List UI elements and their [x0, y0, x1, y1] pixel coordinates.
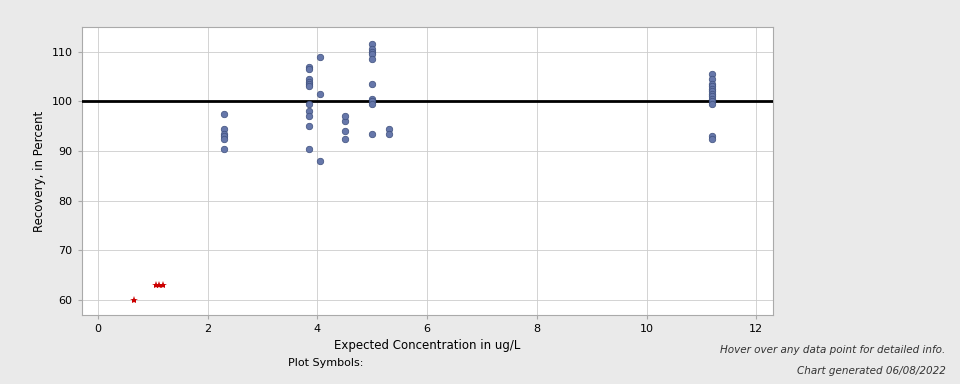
Point [217, 146, 232, 152]
Point [705, 93, 720, 99]
Point [705, 88, 720, 94]
Point [337, 113, 352, 119]
Point [365, 56, 380, 62]
Point [337, 136, 352, 142]
Point [313, 91, 328, 97]
Point [365, 98, 380, 104]
Point [301, 108, 317, 114]
Text: Hover over any data point for detailed info.: Hover over any data point for detailed i… [720, 345, 946, 355]
Point [337, 128, 352, 134]
Point [313, 54, 328, 60]
Point [705, 91, 720, 97]
Point [705, 98, 720, 104]
Point [705, 81, 720, 87]
Point [301, 101, 317, 107]
Point [301, 146, 317, 152]
Point [301, 83, 317, 89]
Point [365, 101, 380, 107]
Point [381, 131, 396, 137]
Point [365, 96, 380, 102]
Y-axis label: Recovery, in Percent: Recovery, in Percent [33, 110, 46, 232]
Point [301, 63, 317, 70]
Point [301, 78, 317, 84]
Point [705, 133, 720, 139]
Point [381, 126, 396, 132]
Point [705, 71, 720, 77]
Point [301, 66, 317, 72]
Point [337, 118, 352, 124]
Point [365, 81, 380, 87]
Point [705, 96, 720, 102]
Point [705, 76, 720, 82]
Point [365, 46, 380, 52]
Point [217, 131, 232, 137]
Point [217, 136, 232, 142]
Point [313, 158, 328, 164]
Point [705, 101, 720, 107]
Point [301, 123, 317, 129]
Point [217, 126, 232, 132]
Point [365, 131, 380, 137]
Point [301, 81, 317, 87]
Point [365, 41, 380, 47]
Point [301, 113, 317, 119]
Point [217, 133, 232, 139]
Point [705, 83, 720, 89]
Point [705, 86, 720, 92]
Point [301, 76, 317, 82]
Point [217, 111, 232, 117]
Point [705, 136, 720, 142]
Point [365, 51, 380, 57]
X-axis label: Expected Concentration in ug/L: Expected Concentration in ug/L [334, 339, 520, 353]
Text: Chart generated 06/08/2022: Chart generated 06/08/2022 [797, 366, 946, 376]
Point [365, 49, 380, 55]
Text: Plot Symbols:: Plot Symbols: [288, 358, 364, 368]
